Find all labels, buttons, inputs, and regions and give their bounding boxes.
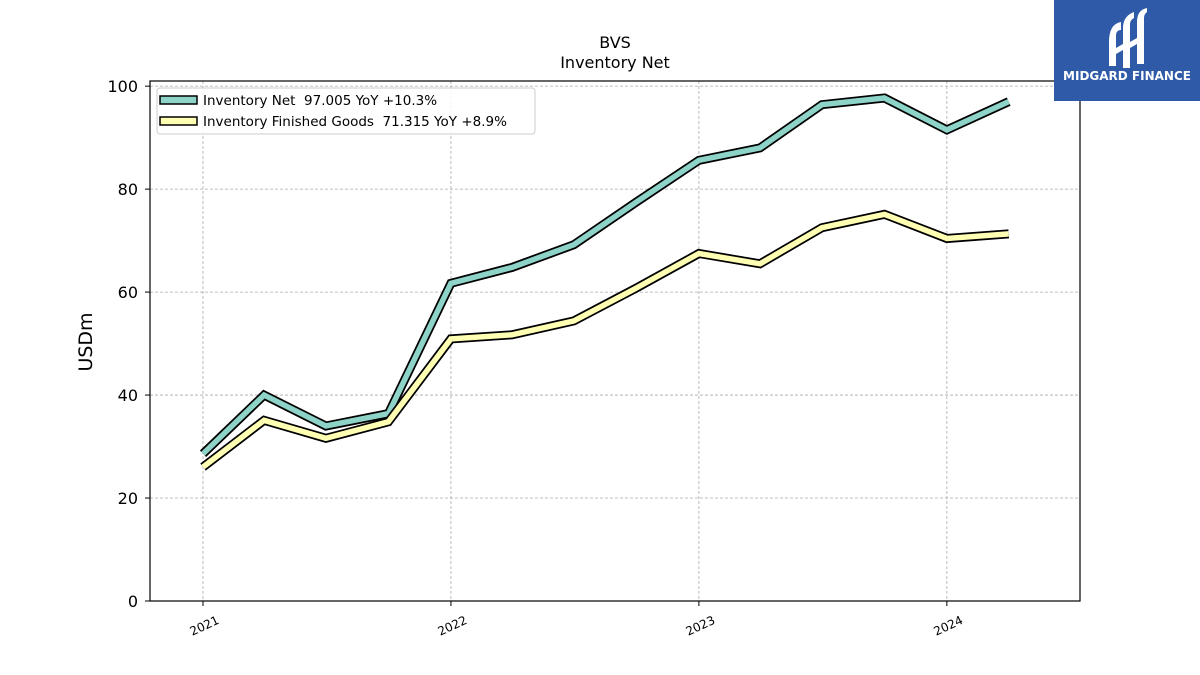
grid-lines xyxy=(150,81,1080,601)
x-tick-label: 2022 xyxy=(436,613,470,639)
chart-title: BVS xyxy=(599,33,631,52)
y-tick-label: 20 xyxy=(118,489,138,508)
x-tick-label: 2021 xyxy=(188,613,222,639)
legend-label-1: Inventory Finished Goods 71.315 YoY +8.9… xyxy=(203,114,507,130)
logo-name: MIDGARD FINANCE xyxy=(1063,69,1191,83)
legend-swatch-0 xyxy=(159,95,198,105)
plot-frame xyxy=(149,80,1081,602)
y-tick-label: 40 xyxy=(118,386,138,405)
series-outline-0 xyxy=(199,93,1011,458)
series-line-0 xyxy=(201,95,1010,456)
chart-subtitle: Inventory Net xyxy=(560,53,670,72)
y-tick-label: 100 xyxy=(107,77,138,96)
series-line-1 xyxy=(201,211,1009,470)
legend: Inventory Net 97.005 YoY +10.3% Inventory… xyxy=(156,87,536,135)
legend-box xyxy=(156,87,536,135)
y-axis-label: USDm xyxy=(75,312,97,371)
series-lines xyxy=(199,93,1011,471)
x-tick-label: 2024 xyxy=(932,613,966,639)
y-tick-label: 80 xyxy=(118,180,138,199)
legend-label-0: Inventory Net 97.005 YoY +10.3% xyxy=(203,93,437,109)
x-tick-label: 2023 xyxy=(684,613,718,639)
y-tick-label: 0 xyxy=(128,592,138,611)
y-tick-label: 60 xyxy=(118,283,138,302)
axes: 0 20 40 60 80 100 2021 2022 2023 2024 xyxy=(107,77,965,638)
brand-logo: MIDGARD FINANCE xyxy=(1054,0,1200,101)
legend-swatch-1 xyxy=(159,116,198,126)
logo-mark-icon xyxy=(1109,8,1147,68)
